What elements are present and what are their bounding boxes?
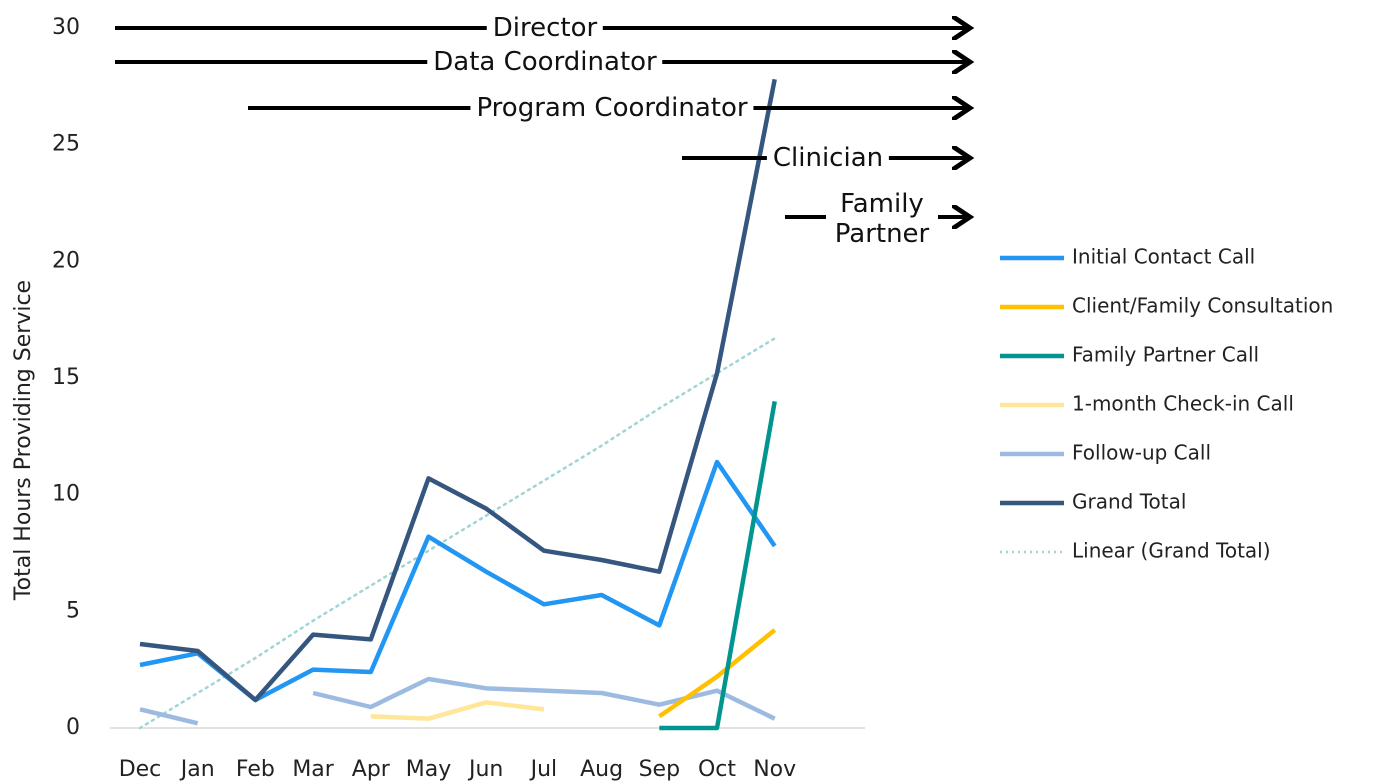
y-tick-label: 10	[52, 482, 80, 507]
x-tick-label: May	[406, 757, 451, 782]
series-line	[658, 628, 777, 719]
annotation-label: Program Coordinator	[470, 93, 754, 123]
series-line	[139, 78, 777, 703]
x-tick-label: Apr	[352, 757, 391, 782]
annotation-label: Family Partner	[826, 189, 938, 249]
x-tick-label: Oct	[698, 757, 736, 782]
x-tick-label: Mar	[292, 757, 334, 782]
legend-label: Family Partner Call	[1072, 343, 1259, 367]
x-tick-label: Nov	[753, 757, 796, 782]
y-tick-label: 25	[52, 132, 80, 157]
y-tick-label: 15	[52, 365, 80, 390]
y-tick-label: 30	[52, 15, 80, 40]
legend-label: Grand Total	[1072, 490, 1186, 514]
legend-label: Linear (Grand Total)	[1072, 539, 1271, 563]
y-axis-label: Total Hours Providing Service	[11, 280, 36, 601]
legend-label: 1-month Check-in Call	[1072, 392, 1294, 416]
x-tick-label: Jan	[179, 757, 215, 782]
x-tick-label: Feb	[236, 757, 275, 782]
y-tick-label: 20	[52, 248, 80, 273]
x-tick-label: Aug	[580, 757, 623, 782]
x-tick-label: Dec	[119, 757, 162, 782]
series-line	[138, 337, 776, 730]
y-tick-label: 5	[66, 598, 80, 623]
x-tick-label: Jul	[529, 757, 558, 782]
series-line	[312, 676, 776, 721]
legend-label: Initial Contact Call	[1072, 245, 1255, 269]
x-tick-label: Sep	[639, 757, 680, 782]
y-tick-label: 0	[66, 715, 80, 740]
series-line	[659, 400, 777, 731]
annotation-label: Director	[486, 13, 604, 43]
series-line	[370, 700, 545, 721]
annotation-label: Clinician	[766, 143, 890, 173]
x-tick-label: Jun	[467, 757, 503, 782]
legend-label: Client/Family Consultation	[1072, 294, 1333, 318]
annotation-label: Data Coordinator	[427, 47, 663, 77]
legend-label: Follow-up Call	[1072, 441, 1211, 465]
series-line	[139, 707, 199, 726]
